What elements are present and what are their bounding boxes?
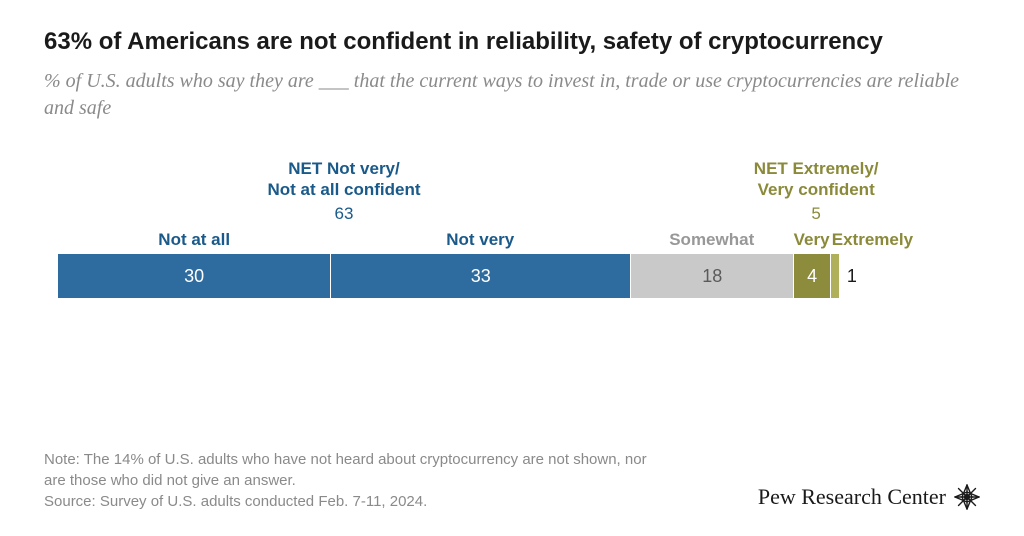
chart-footer: Note: The 14% of U.S. adults who have no… (44, 449, 980, 510)
segment-label: Very (793, 230, 829, 254)
net-right-label: NET Extremely/Very confident5 (793, 158, 838, 228)
net-label-row: NET Not very/Not at all confident63 NET E… (58, 158, 966, 228)
bar-segment: 18 (630, 254, 793, 298)
brand: Pew Research Center (758, 484, 980, 510)
segment-label-row: Not at allNot verySomewhatVeryExtremely (58, 228, 966, 254)
bar-segment-value: 1 (839, 254, 857, 298)
chart-area: NET Not very/Not at all confident63 NET E… (58, 158, 966, 368)
bar-segment: 33 (330, 254, 630, 298)
brand-text: Pew Research Center (758, 484, 946, 510)
bar-segment: 30 (58, 254, 330, 298)
bar-segment: 1 (830, 254, 839, 298)
chart-note: Note: The 14% of U.S. adults who have no… (44, 449, 664, 491)
chart-title: 63% of Americans are not confident in re… (44, 28, 980, 56)
bar-segment: 4 (793, 254, 829, 298)
segment-label: Not at all (58, 230, 330, 254)
segment-label: Somewhat (630, 230, 793, 254)
brand-starburst-icon (954, 484, 980, 510)
net-left-label: NET Not very/Not at all confident63 (58, 158, 630, 228)
bar-row: 30331841 (58, 254, 966, 298)
segment-label: Extremely (830, 230, 839, 254)
chart-subtitle: % of U.S. adults who say they are ___ th… (44, 68, 980, 122)
segment-label: Not very (330, 230, 630, 254)
